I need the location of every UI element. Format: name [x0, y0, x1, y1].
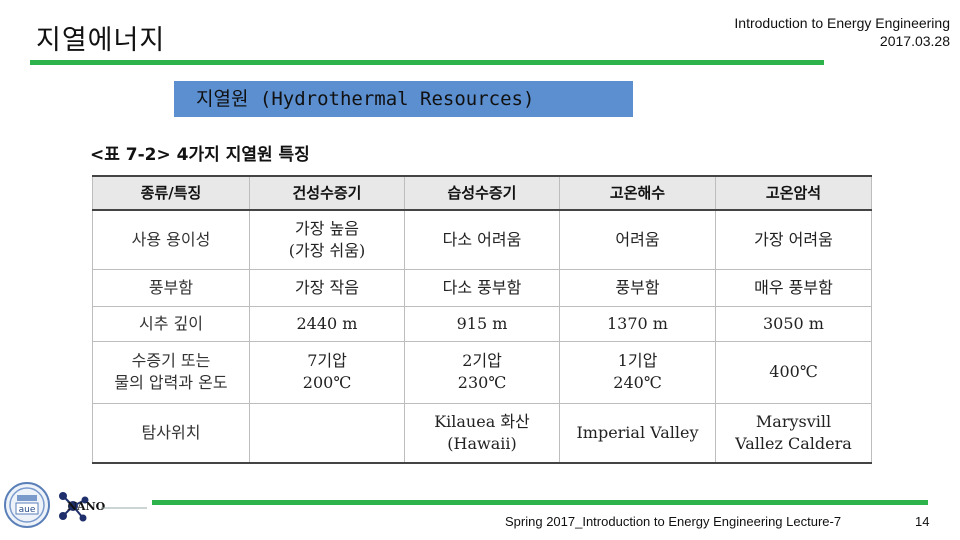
footer-text: Spring 2017_Introduction to Energy Engin…: [505, 514, 842, 529]
table-cell: 가장 높음 (가장 쉬움): [249, 209, 405, 270]
table-cell: 3050 m: [715, 305, 872, 342]
row-label: 시추 깊이: [92, 305, 250, 342]
nano-lab-text: NANO: [67, 500, 106, 513]
table-cell: [249, 402, 405, 464]
university-logo-text: aue: [19, 505, 36, 515]
header-cell: 고온암석: [715, 175, 872, 211]
table-cell: 풍부함: [559, 268, 716, 307]
table-caption: <표 7-2> 4가지 지열원 특징: [90, 145, 310, 165]
section-heading: 지열원 (Hydrothermal Resources): [174, 81, 633, 117]
table-cell: 어려움: [559, 209, 716, 270]
header-rule: [30, 60, 824, 65]
table-cell: Kilauea 화산 (Hawaii): [404, 402, 560, 464]
header-info: Introduction to Energy Engineering 2017.…: [734, 14, 950, 50]
table-cell: 400℃: [715, 340, 872, 404]
table-row: 시추 깊이 2440 m 915 m 1370 m 3050 m: [92, 305, 872, 342]
footer-rule: [152, 500, 928, 505]
row-label: 수증기 또는 물의 압력과 온도: [92, 340, 250, 404]
course-name: Introduction to Energy Engineering: [734, 15, 950, 31]
header-cell: 종류/특징: [92, 175, 250, 211]
university-logo: aue: [4, 482, 50, 528]
row-label: 탐사위치: [92, 402, 250, 464]
table-cell: 1370 m: [559, 305, 716, 342]
row-label: 사용 용이성: [92, 209, 250, 270]
table-cell: 2440 m: [249, 305, 405, 342]
row-label: 풍부함: [92, 268, 250, 307]
table-row: 수증기 또는 물의 압력과 온도 7기압 200℃ 2기압 230℃ 1기압 240℃ …: [92, 340, 872, 404]
geothermal-table: 종류/특징 건성수증기 습성수증기 고온해수 고온암석 사용 용이성 가장 높음…: [92, 175, 872, 464]
header-cell: 습성수증기: [404, 175, 560, 211]
slide-title: 지열에너지: [36, 25, 166, 56]
table-row: 사용 용이성 가장 높음 (가장 쉬움) 다소 어려움 어려움 가장 어려움: [92, 209, 872, 270]
table-row: 풍부함 가장 작음 다소 풍부함 풍부함 매우 풍부함: [92, 268, 872, 307]
table-cell: Imperial Valley: [559, 402, 716, 464]
table-cell: 1기압 240℃: [559, 340, 716, 404]
table-cell: 7기압 200℃: [249, 340, 405, 404]
molecule-icon: NANO: [59, 492, 147, 522]
table-cell: 가장 어려움: [715, 209, 872, 270]
nano-lab-logo: NANO: [55, 488, 150, 524]
table-cell: Marysvill Vallez Caldera: [715, 402, 872, 464]
header-cell: 건성수증기: [249, 175, 405, 211]
table-cell: 매우 풍부함: [715, 268, 872, 307]
table-cell: 2기압 230℃: [404, 340, 560, 404]
table-cell: 다소 어려움: [404, 209, 560, 270]
header-cell: 고온해수: [559, 175, 716, 211]
table-cell: 가장 작음: [249, 268, 405, 307]
table-cell: 다소 풍부함: [404, 268, 560, 307]
page-number: 14: [915, 514, 930, 529]
lecture-date: 2017.03.28: [879, 33, 950, 49]
table-row: 탐사위치 Kilauea 화산 (Hawaii) Imperial Valley …: [92, 402, 872, 464]
table-header-row: 종류/특징 건성수증기 습성수증기 고온해수 고온암석: [92, 175, 872, 211]
table-cell: 915 m: [404, 305, 560, 342]
university-seal-icon: aue: [9, 487, 45, 523]
